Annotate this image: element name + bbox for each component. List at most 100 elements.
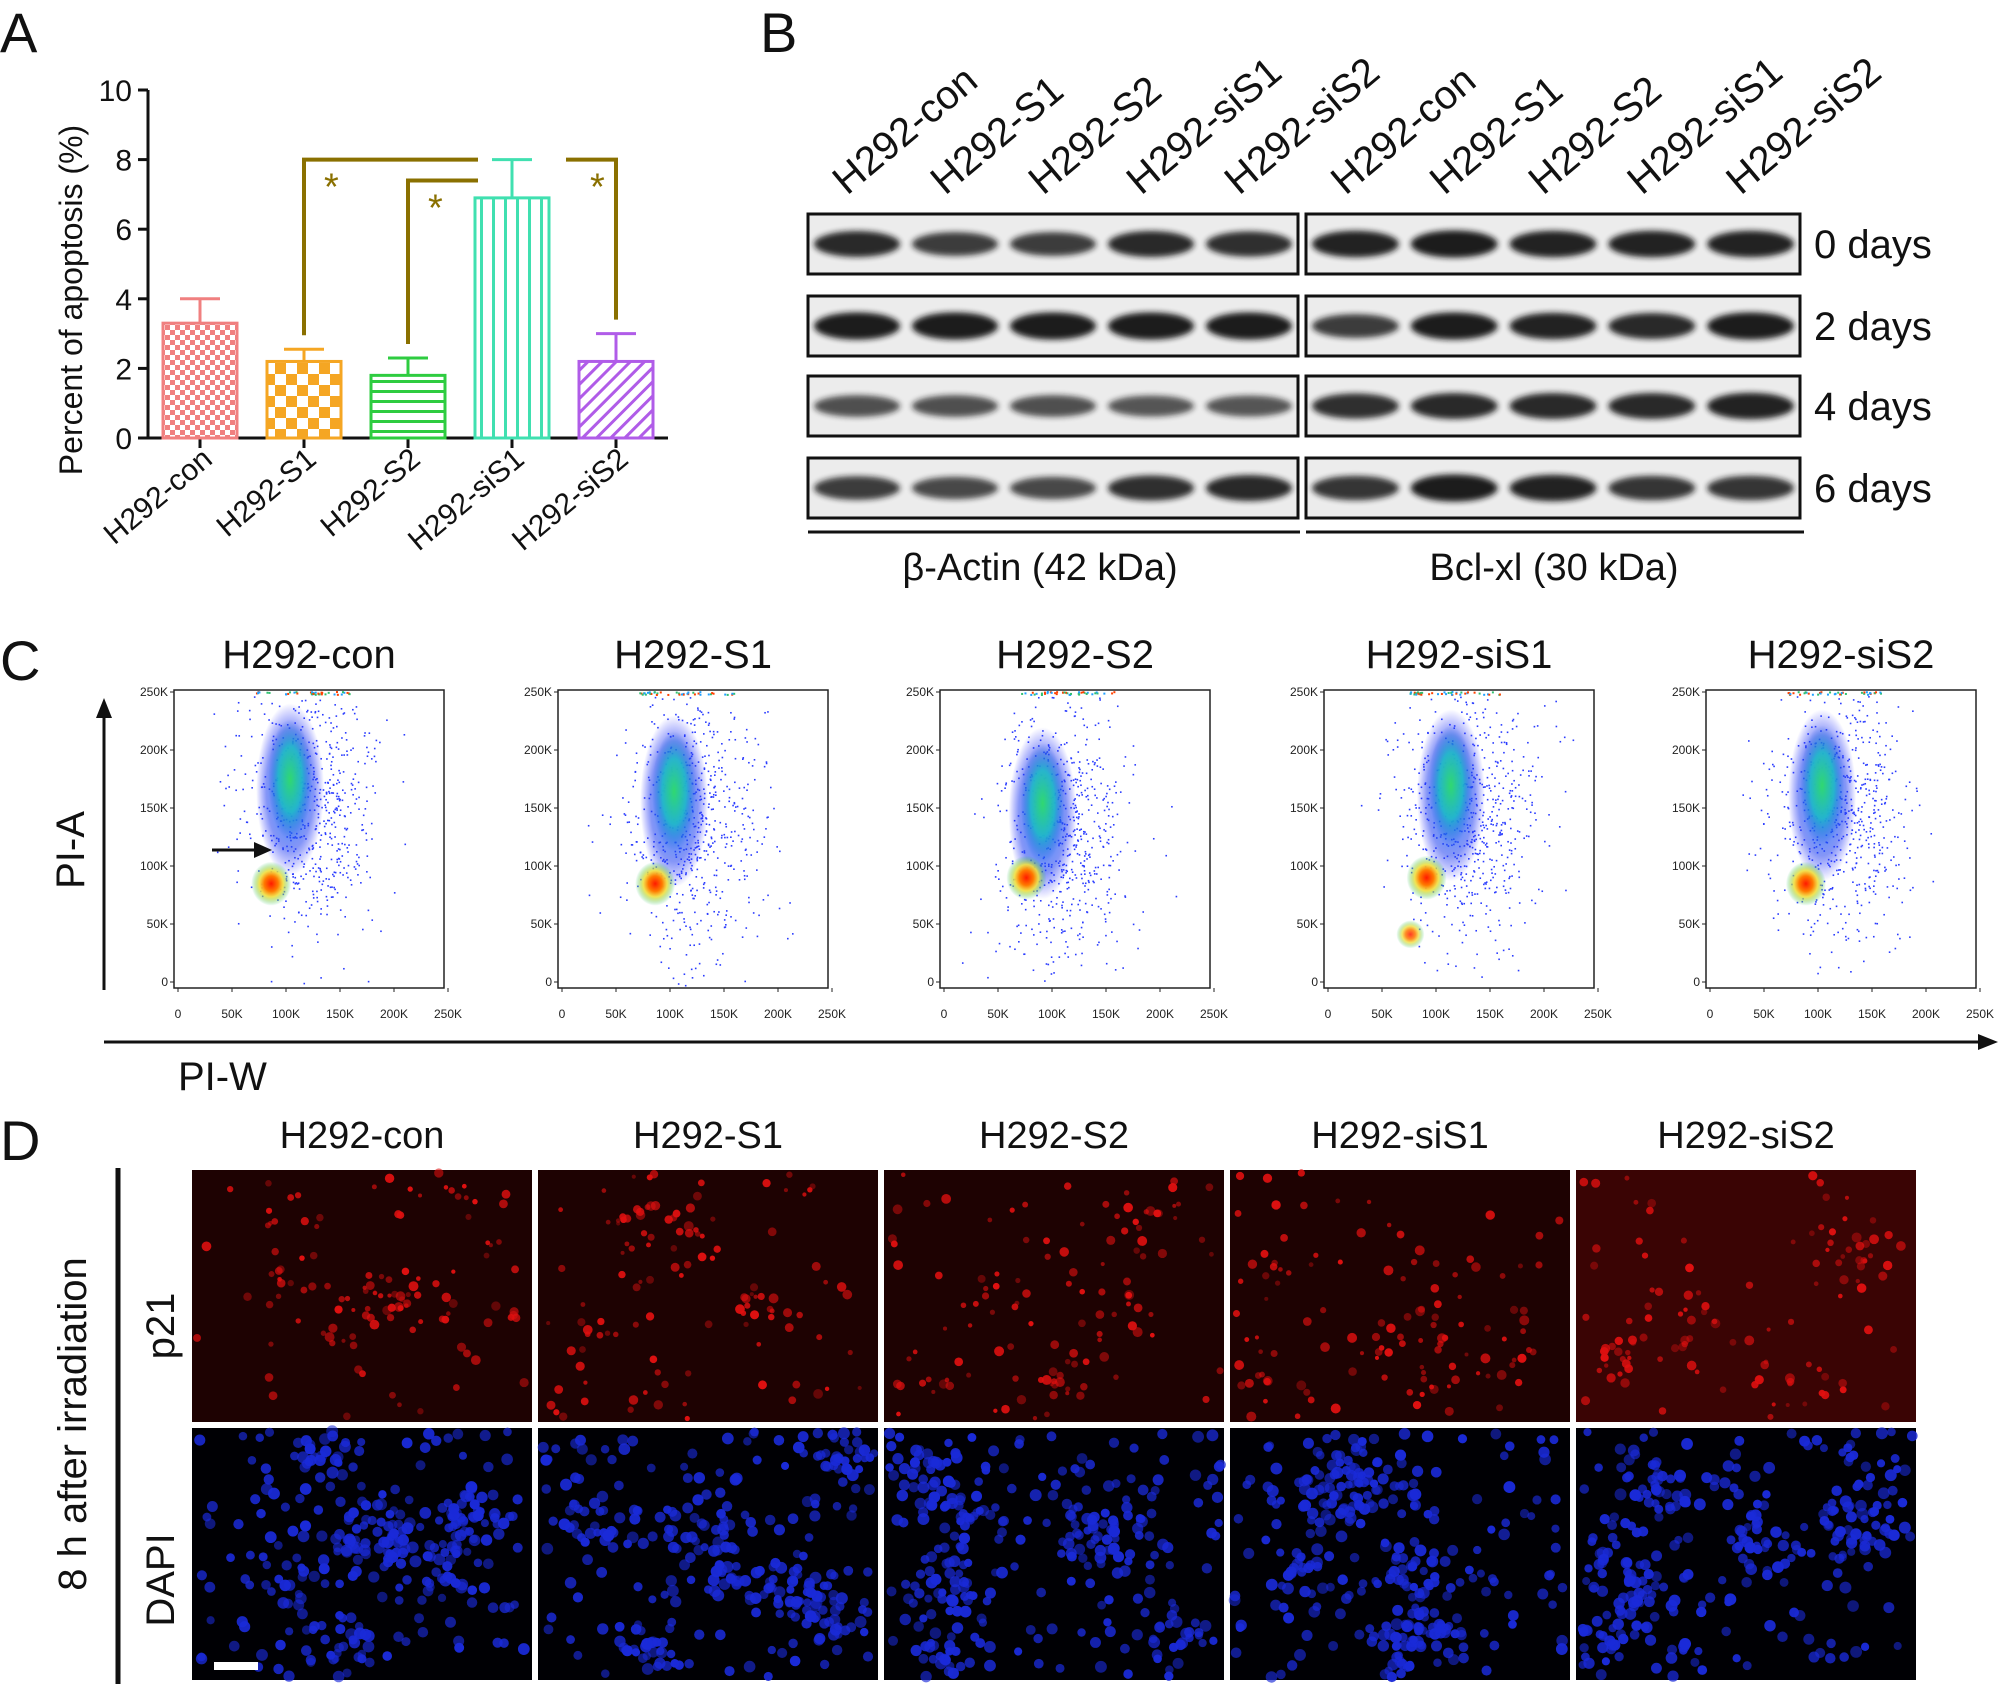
flow-plot-title: H292-siS2 bbox=[1748, 633, 1935, 677]
x-category-label: H292-con bbox=[98, 442, 219, 551]
flow-x-tick: 150K bbox=[1858, 1007, 1886, 1021]
bar-h292-sis2 bbox=[577, 359, 655, 440]
blot-band bbox=[1509, 230, 1597, 258]
density-g2 bbox=[652, 731, 697, 852]
flow-plot-title: H292-con bbox=[222, 633, 395, 677]
blot-band bbox=[1312, 393, 1399, 419]
blot-band bbox=[1206, 312, 1292, 340]
bar-chart-axes: 0246810H292-conH292-S1H292-S2H292-siS1H2… bbox=[98, 75, 668, 557]
flow-plot: H292-S1 0 50K 100K 150K 200K 250K 0 50K 100K 150K 2… bbox=[524, 633, 846, 1021]
panel-d-immunofluorescence: D H292-con H292-S1 H292-S2 H292-siS1 H292-si… bbox=[0, 1109, 1918, 1684]
p21-image bbox=[884, 1170, 1224, 1422]
density-g1 bbox=[1785, 861, 1826, 906]
blot-band bbox=[1108, 312, 1194, 340]
blot-strip bbox=[806, 294, 1300, 358]
flow-x-tick: 200K bbox=[1912, 1007, 1940, 1021]
panel-letter-d: D bbox=[0, 1109, 40, 1172]
dapi-image bbox=[192, 1425, 532, 1683]
flow-x-tick: 250K bbox=[1200, 1007, 1228, 1021]
blot-band bbox=[1509, 393, 1597, 419]
panel-letter-c: C bbox=[0, 629, 40, 692]
flow-x-tick: 250K bbox=[434, 1007, 462, 1021]
blot-band bbox=[1108, 395, 1194, 417]
flow-y-tick: 150K bbox=[906, 801, 934, 815]
blot-band bbox=[1206, 475, 1292, 501]
blot-band bbox=[912, 476, 998, 500]
p21-image bbox=[538, 1170, 878, 1422]
p21-image bbox=[1576, 1170, 1916, 1422]
if-column-title: H292-S2 bbox=[979, 1115, 1129, 1157]
flow-y-tick: 0 bbox=[927, 975, 934, 989]
flow-y-tick: 100K bbox=[906, 859, 934, 873]
significance-star: * bbox=[324, 167, 339, 209]
flow-x-tick: 0 bbox=[1325, 1007, 1332, 1021]
blot-strip bbox=[806, 212, 1300, 276]
flow-y-tick: 50K bbox=[913, 917, 934, 931]
flow-x-tick: 50K bbox=[221, 1007, 242, 1021]
subg1-arrowhead bbox=[254, 842, 272, 858]
flow-plot: H292-siS2 0 50K 100K 150K 200K 250K 0 50K 100K 150… bbox=[1672, 633, 1994, 1021]
flow-y-tick: 200K bbox=[524, 743, 552, 757]
blot-band bbox=[814, 395, 900, 417]
significance-brackets: * * * bbox=[302, 157, 618, 344]
flow-x-tick: 200K bbox=[1146, 1007, 1174, 1021]
flow-x-tick: 150K bbox=[326, 1007, 354, 1021]
blot-band bbox=[1410, 230, 1498, 258]
significance-bracket bbox=[302, 157, 478, 336]
flow-x-tick: 0 bbox=[941, 1007, 948, 1021]
blot-band bbox=[1010, 476, 1096, 500]
blot-lane-labels: H292-conH292-S1H292-S2H292-siS1H292-siS2… bbox=[825, 49, 1890, 203]
y-tick-label: 8 bbox=[115, 145, 132, 178]
if-column-titles: H292-con H292-S1 H292-S2 H292-siS1 H292-siS2 bbox=[280, 1115, 1835, 1157]
blot-band bbox=[1707, 392, 1794, 420]
flow-x-tick: 200K bbox=[764, 1007, 792, 1021]
flow-y-tick: 150K bbox=[524, 801, 552, 815]
flow-x-tick: 50K bbox=[987, 1007, 1008, 1021]
density-g2 bbox=[268, 719, 313, 840]
blot-band bbox=[912, 232, 998, 256]
flow-x-tick: 100K bbox=[1038, 1007, 1066, 1021]
flow-y-tick: 50K bbox=[147, 917, 168, 931]
flow-x-tick: 50K bbox=[605, 1007, 626, 1021]
flow-y-tick: 0 bbox=[161, 975, 168, 989]
flow-x-tick: 150K bbox=[1476, 1007, 1504, 1021]
flow-x-tick: 150K bbox=[1092, 1007, 1120, 1021]
blot-band bbox=[814, 312, 900, 340]
y-tick-label: 6 bbox=[115, 214, 132, 247]
panel-letter-b: B bbox=[760, 1, 797, 64]
significance-bracket bbox=[566, 157, 618, 320]
bar-h292-s1 bbox=[265, 359, 343, 440]
blot-band bbox=[1707, 230, 1794, 258]
day-label: 0 days bbox=[1814, 223, 1932, 267]
panel-b-western-blot: B H292-conH292-S1H292-S2H292-siS1H292-si… bbox=[760, 1, 1932, 589]
blot-band bbox=[1608, 313, 1696, 339]
flow-y-tick: 200K bbox=[1672, 743, 1700, 757]
flow-x-tick: 150K bbox=[710, 1007, 738, 1021]
flow-plot: H292-S2 0 50K 100K 150K 200K 250K 0 50K 100K 150K 2… bbox=[906, 633, 1228, 1021]
pi-a-label: PI-A bbox=[49, 811, 93, 889]
blot-band bbox=[1509, 312, 1597, 340]
dapi-image bbox=[883, 1427, 1226, 1683]
flow-x-tick: 0 bbox=[1707, 1007, 1714, 1021]
row-label-p21: p21 bbox=[139, 1293, 183, 1360]
flow-y-tick: 250K bbox=[1290, 685, 1318, 699]
flow-y-tick: 250K bbox=[906, 685, 934, 699]
blot-strip bbox=[1304, 294, 1802, 358]
y-tick-label: 4 bbox=[115, 284, 132, 317]
pi-a-arrowhead bbox=[96, 698, 112, 718]
scale-bar bbox=[214, 1662, 258, 1670]
blot-band bbox=[1312, 314, 1399, 338]
bar-h292-sis1 bbox=[473, 196, 551, 440]
blot-band bbox=[1312, 475, 1399, 501]
blot-band bbox=[1108, 231, 1194, 257]
blot-band bbox=[1608, 230, 1696, 258]
density-subg1 bbox=[1396, 920, 1425, 949]
blot-band bbox=[814, 231, 900, 257]
flow-x-tick: 100K bbox=[1804, 1007, 1832, 1021]
x-category-label: H292-S1 bbox=[211, 442, 323, 543]
blot-band bbox=[1010, 312, 1096, 340]
flow-x-tick: 50K bbox=[1753, 1007, 1774, 1021]
blot-band bbox=[1707, 475, 1794, 501]
panel-letter-a: A bbox=[0, 1, 38, 64]
blot-band bbox=[1410, 312, 1498, 340]
